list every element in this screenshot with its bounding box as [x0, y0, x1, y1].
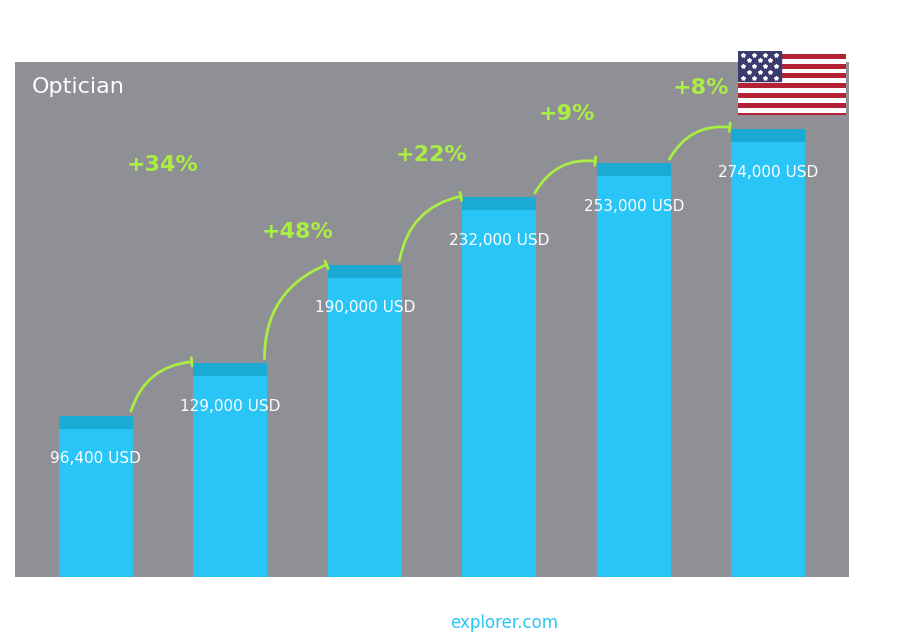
Bar	[738, 69, 846, 74]
Bar	[328, 265, 401, 278]
Text: Average Yearly Salary: Average Yearly Salary	[860, 253, 873, 388]
Bar	[732, 129, 806, 142]
Bar	[58, 422, 132, 578]
Bar	[738, 83, 846, 88]
Text: Salary Comparison By Experience: Salary Comparison By Experience	[32, 15, 767, 53]
Bar	[738, 113, 846, 118]
Text: +34%: +34%	[127, 155, 199, 175]
Text: +22%: +22%	[396, 145, 468, 165]
Bar	[732, 136, 806, 578]
Text: Optician: Optician	[32, 77, 124, 97]
Bar	[738, 74, 846, 78]
Text: 129,000 USD: 129,000 USD	[180, 399, 281, 413]
Bar	[738, 88, 846, 93]
Bar	[328, 271, 401, 578]
Text: 96,400 USD: 96,400 USD	[50, 451, 141, 466]
Bar	[194, 363, 267, 376]
Bar	[738, 78, 846, 83]
Bar	[58, 415, 132, 429]
Text: 253,000 USD: 253,000 USD	[583, 199, 684, 213]
Text: +9%: +9%	[538, 104, 595, 124]
Bar	[738, 59, 846, 63]
Bar	[738, 103, 846, 108]
Text: salary: salary	[400, 614, 450, 632]
Bar	[463, 197, 536, 210]
Bar	[738, 108, 846, 113]
Bar	[738, 54, 846, 59]
Text: 274,000 USD: 274,000 USD	[718, 165, 818, 180]
Text: explorer.com: explorer.com	[450, 614, 558, 632]
Bar	[738, 63, 846, 69]
Bar	[738, 98, 846, 103]
Bar	[463, 204, 536, 578]
Bar	[597, 163, 670, 176]
Bar	[597, 170, 670, 578]
Bar	[738, 93, 846, 98]
Bar	[194, 370, 267, 578]
Text: +8%: +8%	[673, 78, 729, 98]
Text: 232,000 USD: 232,000 USD	[449, 233, 549, 247]
Bar	[738, 51, 781, 81]
Text: +48%: +48%	[262, 222, 333, 242]
Text: 190,000 USD: 190,000 USD	[315, 300, 415, 315]
